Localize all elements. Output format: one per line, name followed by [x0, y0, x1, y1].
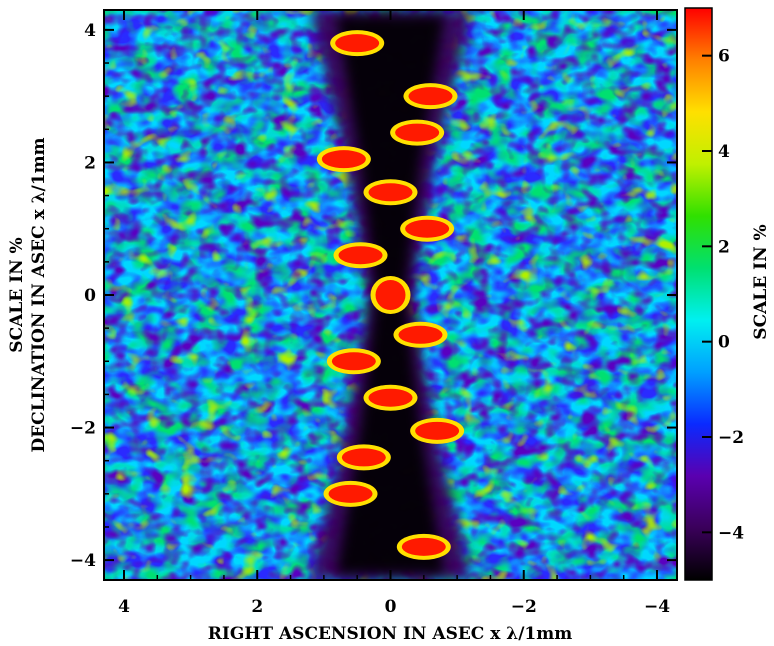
- y-tick-label: 0: [84, 286, 96, 306]
- sidelobe-mark: [368, 183, 413, 202]
- x-tick-label: 4: [118, 597, 130, 617]
- x-tick-label: −4: [644, 597, 670, 617]
- x-tick-label: 2: [251, 597, 263, 617]
- sidelobe-mark: [368, 388, 413, 407]
- sidelobe-mark: [321, 150, 366, 169]
- y-axis-extra-label: SCALE IN %: [7, 237, 27, 352]
- y-axis: −4 −2 0 2 4: [70, 21, 677, 571]
- colorbar-tick-label: 0: [718, 333, 730, 353]
- heatmap-features: [316, 30, 465, 560]
- sidelobe-mark: [341, 448, 386, 467]
- colorbar-tick-label: 2: [718, 237, 730, 257]
- sidelobe-mark: [415, 421, 460, 440]
- y-tick-label: −4: [70, 551, 96, 571]
- central-peak: [375, 280, 406, 310]
- y-tick-label: 2: [84, 153, 96, 173]
- y-tick-label: −2: [70, 419, 96, 439]
- sidelobe-mark: [401, 537, 446, 556]
- x-tick-label: −2: [511, 597, 537, 617]
- colorbar-axis: −4 −2 0 2 4 6: [702, 47, 744, 543]
- x-axis: 4 2 0 −2 −4: [118, 10, 670, 617]
- sidelobe-mark: [405, 219, 450, 238]
- x-tick-label: 0: [385, 597, 397, 617]
- y-axis-label: DECLINATION IN ASEC x λ/1mm: [29, 137, 49, 452]
- sidelobe-mark: [338, 246, 383, 265]
- colorbar-tick-label: 4: [718, 142, 730, 162]
- sidelobe-mark: [408, 87, 453, 106]
- sidelobe-mark: [335, 34, 380, 53]
- y-tick-label: 4: [84, 21, 96, 41]
- colorbar: [684, 7, 713, 581]
- sidelobe-mark: [398, 325, 443, 344]
- x-axis-label: RIGHT ASCENSION IN ASEC x λ/1mm: [208, 624, 573, 644]
- colorbar-label: SCALE IN %: [751, 224, 771, 339]
- colorbar-tick-label: −4: [718, 523, 744, 543]
- colorbar-tick-label: −2: [718, 428, 744, 448]
- sidelobe-mark: [328, 484, 373, 503]
- sidelobe-mark: [331, 352, 376, 371]
- heatmap-image: [104, 10, 677, 580]
- sidelobe-mark: [395, 123, 440, 142]
- colorbar-tick-label: 6: [718, 47, 730, 67]
